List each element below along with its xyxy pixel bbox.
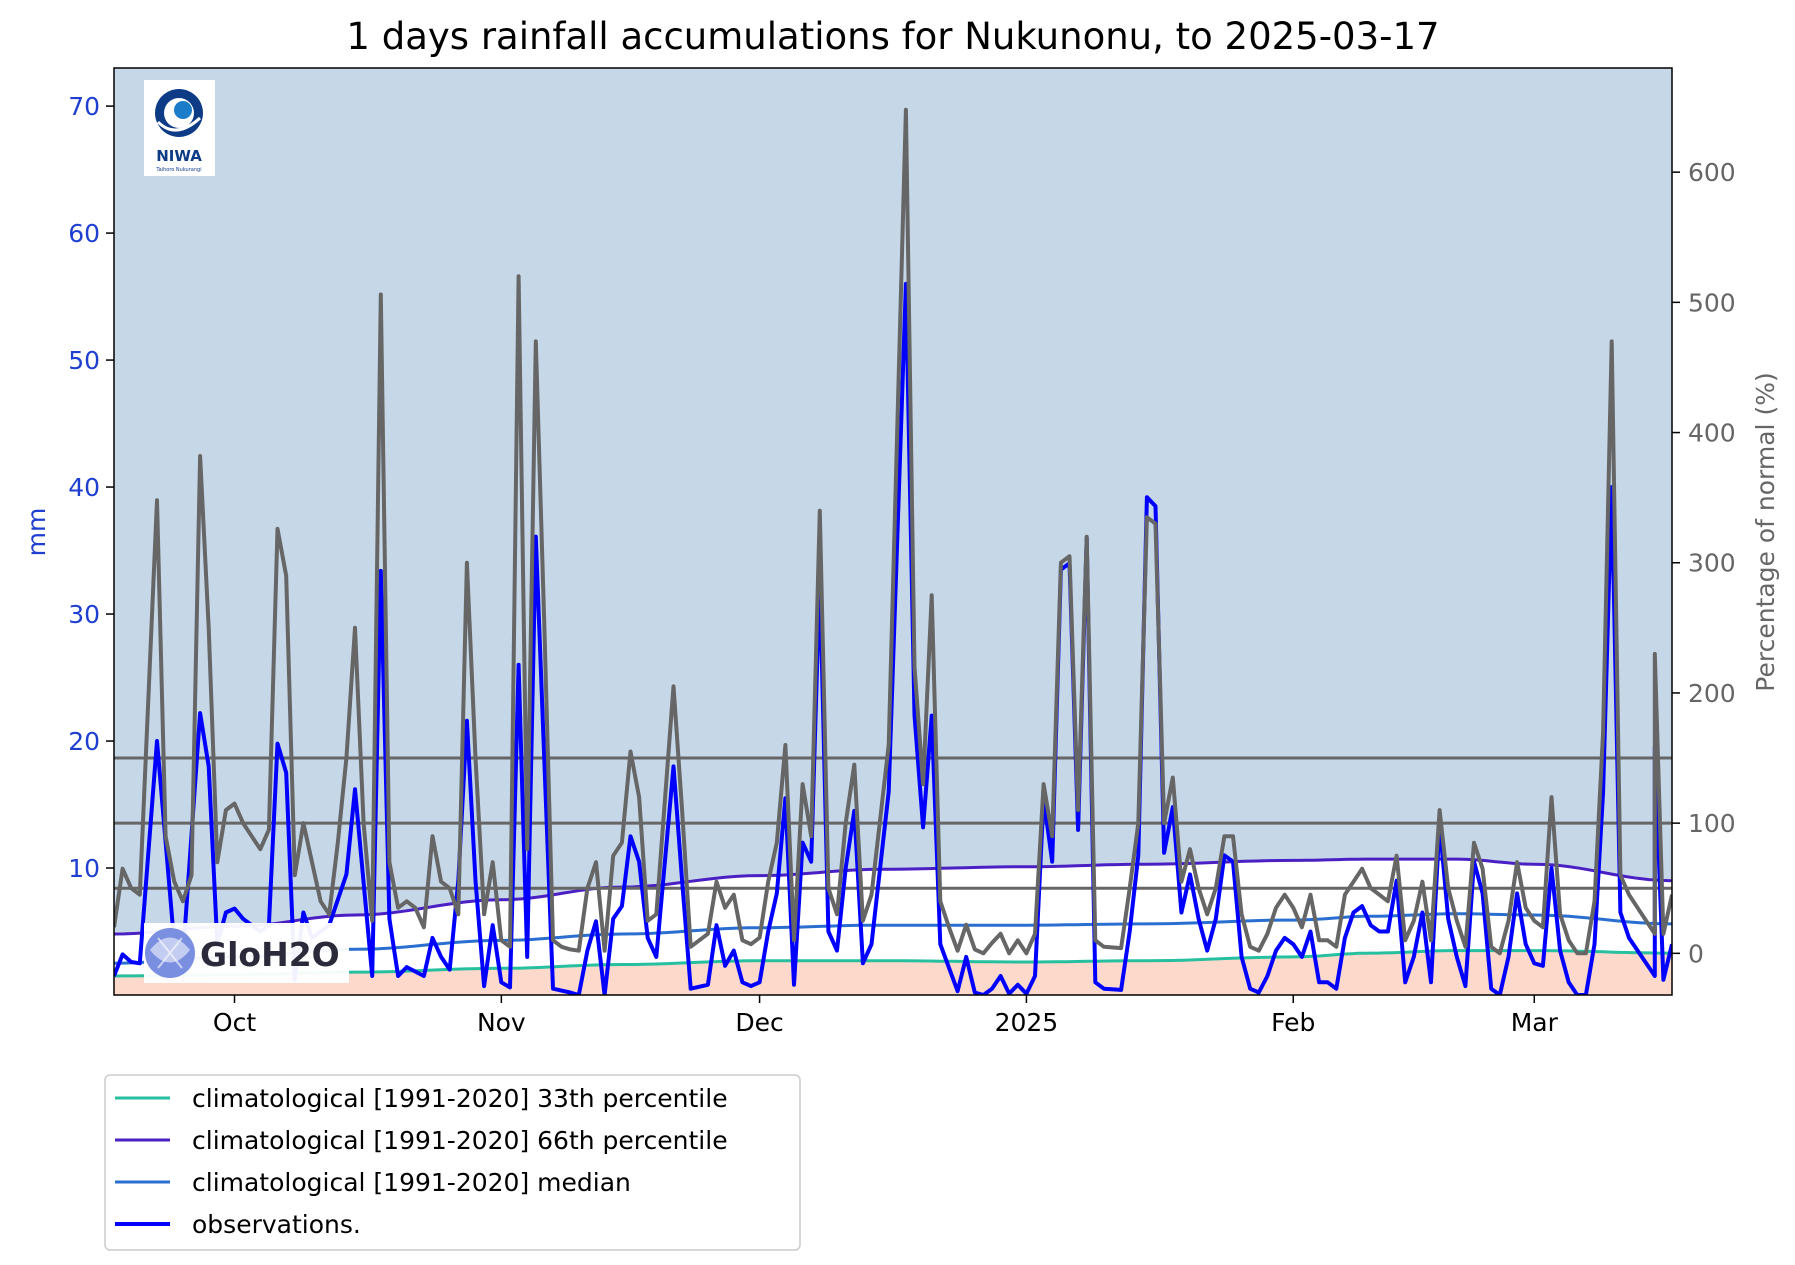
y2-axis-label: Percentage of normal (%) <box>1751 372 1780 691</box>
x-tick-label: Feb <box>1271 1008 1315 1037</box>
x-axis: Oct Nov Dec 2025 Feb Mar <box>213 995 1559 1037</box>
y-tick-label: 20 <box>68 727 100 756</box>
gloh2o-logo-text: GloH2O <box>200 935 340 974</box>
x-tick-label: Mar <box>1511 1008 1559 1037</box>
y2-tick-label: 100 <box>1688 809 1736 838</box>
niwa-logo: NIWA Taihoro Nukurangi <box>144 80 215 176</box>
x-tick-label: Oct <box>213 1008 256 1037</box>
legend-label: climatological [1991-2020] 66th percenti… <box>192 1126 728 1155</box>
median-line <box>114 912 1672 965</box>
y2-tick-label: 500 <box>1688 288 1736 317</box>
y-tick-label: 30 <box>68 600 100 629</box>
y2-tick-label: 0 <box>1688 939 1704 968</box>
percent-of-normal-line <box>114 107 1672 956</box>
niwa-logo-tagline: Taihoro Nukurangi <box>155 167 201 173</box>
right-axis: 0 100 200 300 400 500 600 <box>1672 158 1736 968</box>
x-tick-label: Dec <box>735 1008 783 1037</box>
y-tick-label: 10 <box>68 854 100 883</box>
x-tick-label: 2025 <box>995 1008 1059 1037</box>
legend: climatological [1991-2020] 33th percenti… <box>104 1074 801 1251</box>
y2-tick-label: 400 <box>1688 419 1736 448</box>
y-tick-label: 40 <box>68 473 100 502</box>
observations-line <box>114 281 1672 995</box>
chart-title: 1 days rainfall accumulations for Nukuno… <box>346 15 1439 58</box>
legend-label: climatological [1991-2020] median <box>192 1168 631 1197</box>
legend-label: climatological [1991-2020] 33th percenti… <box>192 1084 728 1113</box>
y-tick-label: 60 <box>68 219 100 248</box>
gloh2o-logo: GloH2O <box>144 923 349 983</box>
plot-area <box>114 68 1672 995</box>
plot-frame <box>113 67 1673 996</box>
x-tick-label: Nov <box>477 1008 526 1037</box>
legend-box <box>104 1074 801 1251</box>
y-axis-label: mm <box>22 508 51 557</box>
left-axis: 10 20 30 40 50 60 70 <box>68 92 114 883</box>
y2-tick-label: 300 <box>1688 549 1736 578</box>
y2-tick-label: 600 <box>1688 158 1736 187</box>
y2-tick-label: 200 <box>1688 679 1736 708</box>
y-tick-label: 50 <box>68 346 100 375</box>
legend-label: observations. <box>192 1210 361 1239</box>
p33-line <box>114 949 1672 978</box>
y-tick-label: 70 <box>68 92 100 121</box>
niwa-logo-text: NIWA <box>156 147 202 165</box>
